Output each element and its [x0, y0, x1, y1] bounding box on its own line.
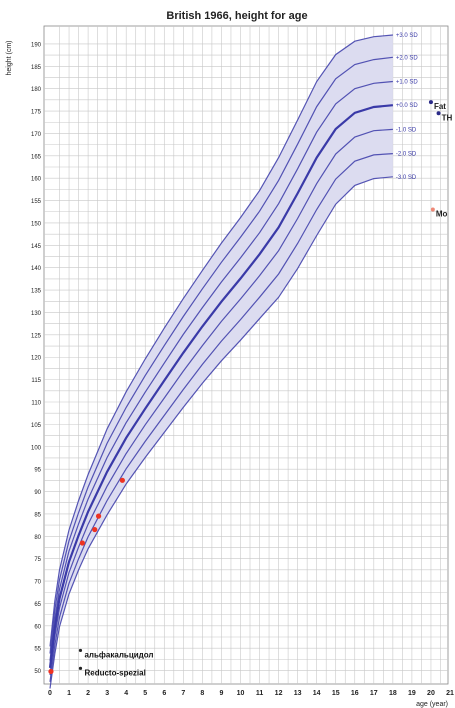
x-tick-label: 0 [48, 690, 52, 697]
sd-line [49, 34, 393, 647]
y-tick-label: 75 [34, 557, 41, 563]
y-tick-label: 95 [34, 468, 41, 474]
sd-line [49, 80, 393, 661]
x-tick-label: 9 [219, 690, 223, 697]
measurement-point [95, 513, 102, 519]
legend-marker [78, 666, 83, 670]
sd-label: +2.0 SD [396, 55, 419, 61]
x-tick-label: 18 [389, 690, 397, 697]
sd-label: +0.0 SD [396, 103, 419, 109]
y-tick-label: 120 [31, 356, 42, 362]
y-tick-label: 150 [31, 221, 42, 227]
parent-height-label: Fat [434, 102, 446, 111]
sd-label: +3.0 SD [396, 33, 419, 39]
y-tick-label: 55 [34, 647, 41, 653]
legend-label: Reducto-spezial [84, 668, 145, 677]
y-tick-label: 105 [31, 423, 42, 429]
sd-line [49, 153, 393, 682]
x-tick-label: 13 [294, 690, 302, 697]
x-tick-label: 14 [313, 690, 321, 697]
y-tick-label: 180 [31, 87, 42, 93]
x-tick-label: 3 [105, 690, 109, 697]
x-tick-label: 21 [446, 690, 454, 697]
sd-line [49, 56, 393, 654]
x-tick-label: 12 [275, 690, 283, 697]
x-tick-label: 15 [332, 690, 340, 697]
sd-line [49, 128, 393, 676]
y-tick-label: 165 [31, 154, 42, 160]
y-tick-label: 100 [31, 445, 42, 451]
y-tick-label: 70 [34, 580, 41, 586]
sd-label: +1.0 SD [396, 80, 419, 86]
sd-band [50, 35, 393, 689]
y-tick-label: 140 [31, 266, 42, 272]
chart-title: British 1966, height for age [166, 10, 307, 22]
y-tick-label: 135 [31, 289, 42, 295]
y-tick-label: 115 [31, 378, 41, 384]
legend-label: альфакальцидол [84, 650, 153, 659]
measurement-point [79, 540, 85, 546]
y-tick-label: 175 [31, 110, 42, 116]
y-tick-label: 60 [34, 624, 41, 630]
x-tick-label: 20 [427, 690, 435, 697]
sd-label: -3.0 SD [396, 175, 417, 181]
y-tick-label: 125 [31, 333, 42, 339]
sd-line [49, 176, 393, 689]
y-tick-label: 85 [34, 512, 41, 518]
y-tick-label: 145 [31, 244, 42, 250]
measurement-point [92, 526, 98, 533]
measurement-point [48, 668, 54, 675]
parent-height-marker [430, 207, 435, 212]
x-tick-label: 1 [67, 690, 71, 697]
x-tick-label: 17 [370, 690, 378, 697]
y-tick-label: 130 [31, 311, 42, 317]
x-tick-label: 19 [408, 690, 416, 697]
legend-marker [78, 648, 83, 653]
parent-height-label: Mo [436, 210, 448, 219]
y-tick-label: 65 [34, 602, 41, 608]
sd-label: -1.0 SD [396, 127, 417, 133]
x-tick-label: 11 [256, 690, 264, 697]
y-tick-label: 90 [34, 490, 41, 496]
y-tick-label: 80 [34, 535, 41, 541]
parent-height-marker [428, 100, 433, 105]
x-axis-label: age (year) [416, 701, 448, 708]
measurement-point [119, 477, 125, 483]
x-tick-label: 8 [200, 690, 204, 697]
sd-line [48, 104, 394, 669]
x-tick-label: 7 [181, 690, 185, 697]
x-tick-label: 2 [86, 690, 90, 697]
parent-height-label: TH [442, 113, 453, 122]
x-tick-label: 6 [162, 690, 166, 697]
y-tick-label: 170 [31, 132, 42, 138]
y-tick-label: 155 [31, 199, 42, 205]
y-tick-label: 110 [31, 401, 41, 407]
x-tick-label: 5 [143, 690, 147, 697]
y-tick-label: 160 [31, 177, 42, 183]
y-tick-label: 190 [31, 42, 42, 48]
x-tick-label: 16 [351, 690, 359, 697]
y-axis-label: height (cm) [6, 40, 13, 75]
x-tick-label: 10 [237, 690, 245, 697]
x-tick-label: 4 [124, 690, 128, 697]
parent-height-marker [436, 111, 441, 116]
y-tick-label: 185 [31, 65, 42, 71]
sd-label: -2.0 SD [396, 152, 417, 158]
y-tick-label: 50 [34, 669, 41, 675]
